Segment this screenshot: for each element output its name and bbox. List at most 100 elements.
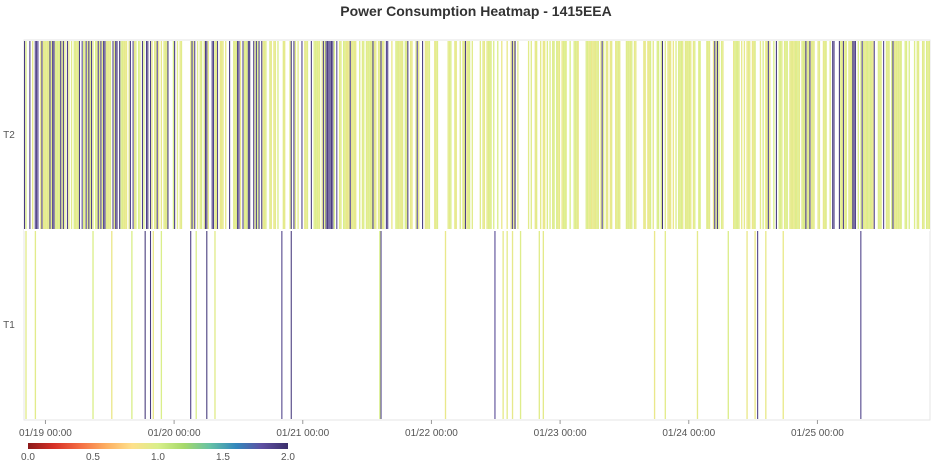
heatmap-cell — [883, 41, 885, 229]
heatmap-cell — [818, 41, 821, 229]
heatmap-cell — [775, 41, 777, 229]
heatmap-cell — [762, 41, 764, 229]
heatmap-cell — [422, 41, 424, 229]
heatmap-cell — [660, 41, 662, 229]
heatmap-cell — [680, 41, 683, 229]
heatmap-cell — [401, 41, 404, 229]
heatmap-cell — [556, 41, 558, 229]
heatmap-cell — [535, 41, 538, 229]
heatmap-cell — [247, 41, 249, 229]
heatmap-cell — [194, 41, 196, 229]
heatmap-cell — [60, 41, 62, 229]
heatmap-cell — [589, 41, 591, 229]
heatmap-cell — [361, 41, 364, 229]
heatmap-cell — [385, 41, 387, 229]
heatmap-cell — [78, 41, 81, 229]
heatmap-cell — [289, 41, 291, 229]
heatmap-cell — [54, 41, 57, 229]
heatmap-cell — [746, 41, 748, 229]
heatmap-cell — [596, 41, 598, 229]
color-legend: 0.0 0.5 1.0 1.5 2.0 — [21, 443, 295, 463]
heatmap-cell — [152, 231, 154, 419]
heatmap-cell — [95, 41, 97, 229]
heatmap-cell — [61, 41, 63, 229]
heatmap-cell — [149, 231, 152, 419]
heatmap-cell — [53, 41, 55, 229]
heatmap-cell — [100, 41, 102, 229]
heatmap-cell — [490, 41, 492, 229]
heatmap-cell — [773, 41, 775, 229]
heatmap-cell — [237, 41, 239, 229]
heatmap-cell — [314, 41, 317, 229]
color-scale-bar — [28, 443, 288, 449]
heatmap-cell — [897, 41, 900, 229]
heatmap-cell — [609, 41, 612, 229]
heatmap-cell — [832, 41, 834, 229]
heatmap-cell — [552, 41, 554, 229]
heatmap-cell — [424, 41, 427, 229]
heatmap-cell — [342, 41, 345, 229]
heatmap-cell — [190, 41, 192, 229]
heatmap-cell — [245, 41, 247, 229]
heatmap-cell — [539, 41, 542, 229]
heatmap-cell — [468, 41, 471, 229]
heatmap-cell — [190, 231, 192, 419]
heatmap-cell — [590, 41, 593, 229]
heatmap-cell — [648, 41, 650, 229]
heatmap-cell — [50, 41, 53, 229]
heatmap-cell — [116, 41, 118, 229]
heatmap-cell — [313, 41, 315, 229]
heatmap-cell — [447, 41, 449, 229]
heatmap-cell — [817, 41, 819, 229]
heatmap-cell — [64, 41, 66, 229]
heatmap-cell — [214, 41, 216, 229]
heatmap-cell — [684, 41, 687, 229]
heatmap-cell — [592, 41, 594, 229]
heatmap-cell — [344, 41, 346, 229]
heatmap-cell — [899, 41, 901, 229]
heatmap-cell — [577, 41, 579, 229]
heatmap-cell — [849, 41, 851, 229]
heatmap-cell — [857, 41, 859, 229]
heatmap-cell — [853, 41, 855, 229]
heatmap-cell — [62, 41, 64, 229]
x-tick-label: 01/24 00:00 — [662, 428, 715, 439]
heatmap-cell — [381, 41, 384, 229]
heatmap-cell — [514, 41, 516, 229]
heatmap-cell — [246, 41, 248, 229]
heatmap-cell — [212, 41, 215, 229]
heatmap-cell — [105, 41, 108, 229]
heatmap-cell — [225, 41, 227, 229]
heatmap-cell — [860, 231, 862, 419]
heatmap-cell — [649, 41, 652, 229]
heatmap-cell — [923, 41, 925, 229]
heatmap-cell — [586, 41, 589, 229]
heatmap-cell — [546, 41, 549, 229]
heatmap-cell — [211, 41, 213, 229]
heatmap-cell — [387, 41, 389, 229]
heatmap-cell — [68, 41, 70, 229]
heatmap-cell — [734, 41, 736, 229]
heatmap-cell — [653, 231, 656, 419]
heatmap-cell — [782, 231, 784, 419]
heatmap-cell — [74, 41, 77, 229]
heatmap-cell — [167, 41, 169, 229]
heatmap-cell — [690, 41, 692, 229]
heatmap-cell — [511, 231, 514, 419]
heatmap-cell — [454, 41, 456, 229]
heatmap-cell — [928, 41, 930, 229]
heatmap-cell — [869, 41, 872, 229]
heatmap-cell — [678, 41, 680, 229]
heatmap-cell — [238, 41, 240, 229]
heatmap-cell — [841, 41, 843, 229]
heatmap-cell — [290, 41, 292, 229]
heatmap-cell — [242, 41, 244, 229]
heatmap-cell — [76, 41, 78, 229]
heatmap-cell — [109, 41, 112, 229]
heatmap-cell — [155, 41, 157, 229]
heatmap-cell — [400, 41, 402, 229]
color-scale-label: 1.0 — [151, 452, 165, 463]
heatmap-cell — [42, 41, 45, 229]
heatmap-cell — [686, 41, 688, 229]
heatmap-cell — [239, 41, 242, 229]
